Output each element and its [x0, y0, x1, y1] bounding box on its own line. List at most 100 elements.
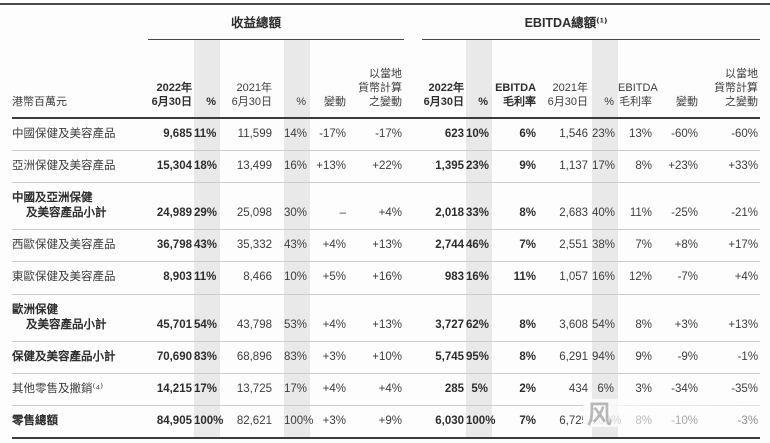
rev-change: +3% [310, 341, 348, 375]
ebitda-2021-margin: 3% [618, 373, 657, 407]
ebitda-2021-pct: 16% [592, 261, 619, 295]
rev-2022-pct: 54% [194, 294, 220, 342]
ebitda-2022-margin: 8% [492, 182, 541, 231]
rev-change-local: +9% [348, 405, 405, 440]
revenue-section-title: 收益總額 [148, 10, 405, 40]
rev-2021-pct-header: % [284, 39, 310, 119]
ebitda-2022-pct: 23% [466, 150, 493, 183]
ebitda-2022-pct: 16% [466, 261, 493, 295]
rev-2021-value: 11,599 [220, 117, 284, 151]
rev-change: +5% [310, 261, 348, 295]
ebitda-change: -60% [656, 117, 703, 151]
ebitda-change-header: 變動 [656, 39, 703, 119]
ebitda-change-local: -3% [702, 405, 761, 440]
row-label: 亞洲保健及美容產品 [12, 150, 148, 183]
ebitda-2022-value: 6,030 [422, 405, 467, 440]
rev-2021-pct: 100% [284, 405, 313, 440]
rev-2022-pct: 18% [194, 150, 220, 183]
table-row: 中國及亞洲保健 及美容產品小計 24,989 29% 25,098 30% – … [12, 182, 761, 231]
section-gap [404, 229, 423, 263]
ebitda-2021-value: 6,725 [540, 405, 593, 440]
rev-2022-value: 84,905 [148, 405, 194, 440]
section-gap [404, 373, 423, 407]
row-label: 中國保健及美容產品 [12, 117, 148, 151]
rev-2022-pct: 17% [194, 373, 220, 407]
rev-2022-value: 70,690 [148, 341, 194, 375]
rev-change: -17% [310, 117, 348, 151]
ebitda-change-local: -60% [702, 117, 761, 151]
ebitda-2021-pct: 100% [592, 405, 621, 440]
rev-2022-value: 9,685 [148, 117, 194, 151]
ebitda-2021-pct: 54% [592, 294, 619, 342]
ebitda-2022-pct: 62% [466, 294, 493, 342]
ebitda-2021-pct: 17% [592, 150, 619, 183]
ebitda-2022-pct: 100% [466, 405, 495, 440]
rev-2022-pct: 43% [194, 229, 220, 263]
ebitda-change-local: -21% [702, 182, 761, 231]
ebitda-2021-date-header: 2021年 6月30日 [540, 39, 593, 119]
unit-label: 港幣百萬元 [12, 39, 148, 119]
rev-2022-pct: 83% [194, 341, 220, 375]
rev-change-local-header: 以當地 貨幣計算 之變動 [348, 39, 405, 119]
rev-2021-pct: 30% [284, 182, 310, 231]
ebitda-2022-value: 5,745 [422, 341, 467, 375]
ebitda-2022-value: 2,744 [422, 229, 467, 263]
ebitda-2022-margin: 7% [492, 229, 541, 263]
ebitda-2022-margin: 9% [492, 150, 541, 183]
ebitda-2022-margin: 8% [492, 294, 541, 342]
section-gap [404, 182, 423, 231]
rev-2021-date-header: 2021年 6月30日 [220, 39, 284, 119]
section-gap [404, 405, 423, 440]
rev-change: +3% [310, 405, 348, 440]
ebitda-change: +8% [656, 229, 703, 263]
rev-2021-pct: 10% [284, 261, 310, 295]
ebitda-change: +23% [656, 150, 703, 183]
rev-2021-pct: 43% [284, 229, 310, 263]
rev-2021-pct: 83% [284, 341, 310, 375]
rev-2022-pct: 100% [194, 405, 223, 440]
ebitda-2021-margin: 8% [618, 405, 657, 440]
ebitda-2022-pct: 95% [466, 341, 493, 375]
ebitda-change: +3% [656, 294, 703, 342]
ebitda-2021-margin: 8% [618, 294, 657, 342]
rev-2022-pct: 11% [194, 261, 220, 295]
financial-table: 收益總額 EBITDA總額⁽¹⁾ 港幣百萬元 2022年 6月30日 % 202… [12, 10, 761, 440]
ebitda-2022-margin: 8% [492, 341, 541, 375]
ebitda-2021-pct: 6% [592, 373, 619, 407]
ebitda-2022-pct: 33% [466, 182, 493, 231]
section-gap [404, 117, 423, 151]
section-gap [404, 341, 423, 375]
rev-2021-value: 13,725 [220, 373, 284, 407]
ebitda-2021-pct: 94% [592, 341, 619, 375]
rev-change-header: 變動 [310, 39, 348, 119]
rev-2022-value: 8,903 [148, 261, 194, 295]
section-gap [404, 10, 422, 39]
ebitda-2021-value: 2,683 [540, 182, 593, 231]
rev-2022-value: 36,798 [148, 229, 194, 263]
ebitda-change: -34% [656, 373, 703, 407]
ebitda-change: -10% [656, 405, 703, 440]
ebitda-2022-pct: 10% [466, 117, 493, 151]
row-label: 歐洲保健 及美容產品小計 [12, 294, 148, 342]
table-row: 東歐保健及美容產品 8,903 11% 8,466 10% +5% +16% 9… [12, 261, 761, 295]
row-label: 保健及美容產品小計 [12, 341, 148, 375]
table-row: 歐洲保健 及美容產品小計 45,701 54% 43,798 53% +4% +… [12, 294, 761, 342]
table-row: 零售總額 84,905 100% 82,621 100% +3% +9% 6,0… [12, 405, 761, 440]
row-label: 零售總額 [12, 405, 148, 440]
rev-2022-value: 24,989 [148, 182, 194, 231]
ebitda-2021-value: 1,546 [540, 117, 593, 151]
ebitda-2022-value: 285 [422, 373, 467, 407]
ebitda-change-local: -35% [702, 373, 761, 407]
ebitda-2021-pct: 40% [592, 182, 619, 231]
ebitda-2022-margin: 2% [492, 373, 541, 407]
table-row: 西歐保健及美容產品 36,798 43% 35,332 43% +4% +13%… [12, 229, 761, 263]
ebitda-change-local-header: 以當地 貨幣計算 之變動 [702, 39, 761, 119]
section-gap [404, 294, 423, 342]
ebitda-2021-margin: 13% [618, 117, 657, 151]
rev-2021-value: 82,621 [220, 405, 284, 440]
rev-2021-value: 8,466 [220, 261, 284, 295]
ebitda-change: -9% [656, 341, 703, 375]
rev-2021-value: 25,098 [220, 182, 284, 231]
ebitda-change-local: +33% [702, 150, 761, 183]
